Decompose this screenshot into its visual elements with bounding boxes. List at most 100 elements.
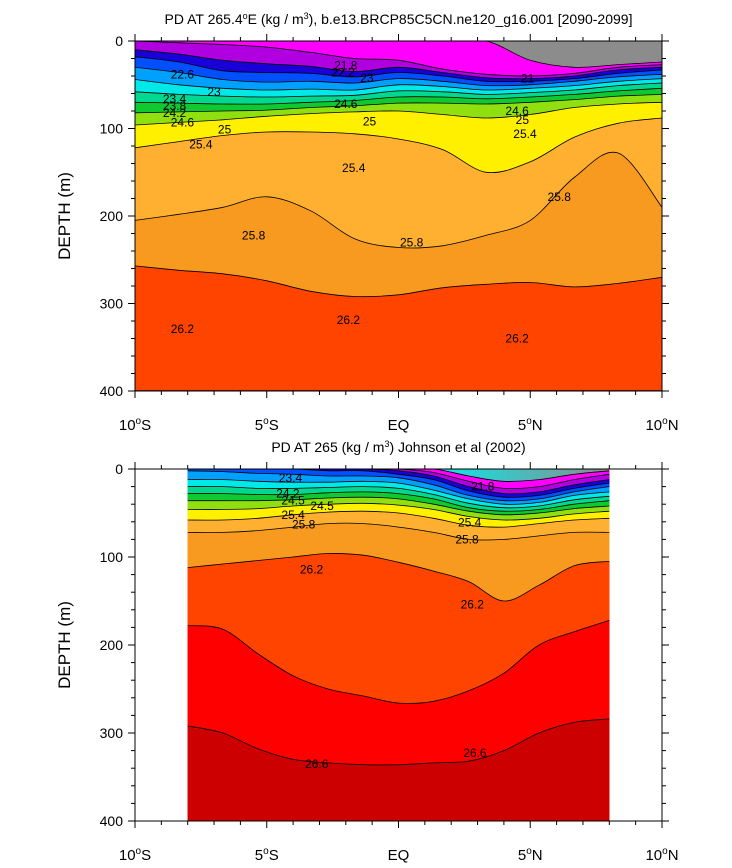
isoline-label: 25.4	[513, 127, 537, 141]
isoline	[135, 101, 662, 126]
isoline	[135, 117, 662, 174]
isoline-label: 21.8	[334, 59, 358, 73]
x-tick-label: EQ	[388, 417, 410, 434]
isoline-label: 22.2	[331, 66, 355, 80]
isoline	[187, 469, 610, 490]
isoline-label: 23	[360, 71, 374, 85]
contour-band-surface	[187, 469, 610, 482]
isoline-label: 24.6	[171, 115, 195, 129]
isoline	[135, 56, 662, 83]
y-tick-label: 0	[115, 33, 123, 49]
isoline	[135, 151, 662, 249]
isoline-label: 23.8	[163, 99, 187, 113]
x-axis: 10oS 5oS EQ 5oN 10oN	[119, 462, 679, 864]
isoline-label: 26.6	[305, 757, 329, 771]
y-tick-label: 300	[100, 725, 124, 741]
contour-field: 23.424.224.5 24.525.425.821.825.425.826.2…	[187, 469, 610, 821]
isoline-label: 23.4	[279, 471, 303, 485]
y-tick-label: 400	[100, 813, 124, 829]
isoline	[135, 78, 662, 91]
isoline-label: 26.6	[463, 746, 487, 760]
contour-field: 21.822.6 22.2232323.423.824.224.624.62525…	[135, 41, 662, 391]
isoline-label: 25.4	[458, 516, 482, 530]
isoline	[135, 265, 662, 298]
isoline	[187, 496, 610, 516]
y-axis: 0 100 200 300 400 DEPTH (m)	[55, 33, 669, 399]
isoline	[187, 718, 610, 766]
isoline-label: 26.2	[505, 332, 529, 346]
isoline-label: 24.2	[276, 487, 300, 501]
chart-panel-bottom: 23.424.224.5 24.525.425.821.825.425.826.2…	[55, 439, 679, 864]
isoline-label: 25.8	[292, 517, 316, 531]
isoline	[135, 94, 662, 114]
isoline	[135, 87, 662, 105]
y-tick-label: 200	[100, 637, 124, 653]
isoline-label: 24.6	[334, 97, 358, 111]
isoline-label: 23.4	[163, 92, 187, 106]
isoline-label: 25.8	[242, 228, 266, 242]
isoline	[187, 620, 610, 704]
isoline	[187, 491, 610, 512]
y-tick-label: 100	[100, 549, 124, 565]
isoline-label: 23	[207, 85, 221, 99]
isoline	[187, 479, 610, 505]
isoline-label: 26.2	[171, 322, 195, 336]
contour-band	[187, 469, 610, 495]
isoline	[187, 510, 610, 528]
isoline	[187, 470, 610, 502]
isoline-label: 25.4	[189, 137, 213, 151]
chart-title: PD AT 265 (kg / m3) Johnson et al (2002)	[271, 439, 525, 455]
x-tick-label: 10oN	[645, 416, 678, 434]
contour-band	[187, 469, 610, 489]
isoline-label: 25.4	[281, 508, 305, 522]
isoline	[187, 486, 610, 509]
isoline	[187, 469, 610, 482]
isoline	[135, 41, 662, 77]
chart-panel-top: 21.822.6 22.2232323.423.824.224.624.62525…	[55, 11, 679, 434]
isoline-label: 25.4	[342, 161, 366, 175]
y-tick-label: 400	[100, 383, 124, 399]
y-axis-label: DEPTH (m)	[55, 172, 74, 260]
y-axis-label: DEPTH (m)	[55, 601, 74, 689]
x-tick-label: 5oN	[518, 416, 543, 434]
x-tick-label: 10oS	[119, 416, 151, 434]
x-tick-label: 5oS	[255, 846, 279, 864]
y-tick-label: 200	[100, 208, 124, 224]
isoline	[187, 502, 610, 521]
x-tick-label: 5oS	[255, 416, 279, 434]
isoline	[135, 49, 662, 80]
isoline	[135, 41, 662, 68]
isoline-label: 25	[363, 115, 377, 129]
isoline	[187, 469, 610, 495]
x-tick-label: 10oN	[645, 846, 678, 864]
isoline	[187, 469, 610, 498]
chart-title: PD AT 265.4oE (kg / m3), b.e13.BRCP85C5C…	[165, 11, 633, 27]
isoline-label: 24.6	[505, 104, 529, 118]
isoline-label: 25.8	[548, 190, 572, 204]
isoline-label: 26.2	[337, 313, 361, 327]
isoline-label: 25.8	[400, 235, 424, 249]
isoline-label: 26.2	[461, 598, 485, 612]
isoline-label: 24.5	[281, 494, 305, 508]
isoline	[187, 522, 610, 541]
isoline	[135, 82, 662, 98]
x-tick-label: 5oN	[518, 846, 543, 864]
isoline-label: 24.2	[163, 106, 187, 120]
isoline-label: 21.8	[471, 480, 495, 494]
isoline-label: 26.2	[300, 562, 324, 576]
y-tick-label: 0	[115, 461, 123, 477]
isoline-label: 25.8	[455, 532, 479, 546]
x-tick-label: 10oS	[119, 846, 151, 864]
isoline-label: 22.6	[171, 67, 195, 81]
isoline-label: 24.5	[310, 499, 334, 513]
y-tick-label: 300	[100, 296, 124, 312]
y-tick-label: 100	[100, 121, 124, 137]
isoline-label: 25	[218, 122, 232, 136]
isoline-label: 21	[521, 72, 535, 86]
x-axis: 10oS 5oS EQ 5oN 10oN	[119, 34, 679, 434]
isoline	[187, 553, 610, 602]
y-axis: 0 100 200 300 400 DEPTH (m)	[55, 461, 669, 829]
x-tick-label: EQ	[388, 847, 410, 864]
isoline	[135, 66, 662, 87]
